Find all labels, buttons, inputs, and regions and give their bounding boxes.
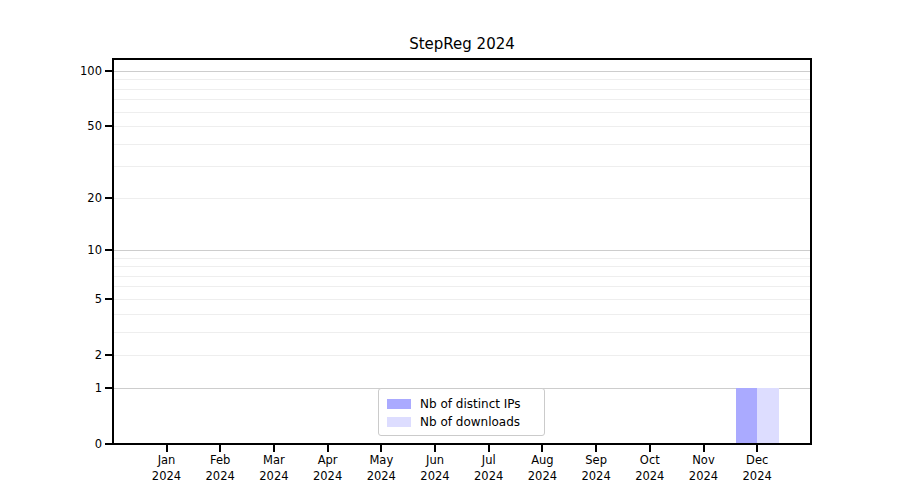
legend-item-downloads: Nb of downloads [387,413,536,430]
x-tick-year: 2024 [727,468,787,484]
x-tick-year: 2024 [405,468,465,484]
legend-swatch-distinct-ips [387,399,411,409]
bar-downloads [757,388,779,443]
x-tick-mark [380,445,382,452]
x-tick-year: 2024 [674,468,734,484]
x-tick-mark [219,445,221,452]
x-tick-label: Oct2024 [620,452,680,484]
x-tick-year: 2024 [298,468,358,484]
y-tick-label: 10 [30,243,102,257]
x-tick-label: Apr2024 [298,452,358,484]
x-tick-label: Jan2024 [137,452,197,484]
y-tick-label: 0 [30,437,102,451]
chart-figure: StepReg 2024 0125102050100 Jan2024Feb202… [0,0,900,500]
x-tick-year: 2024 [512,468,572,484]
legend-label-downloads: Nb of downloads [420,415,520,429]
x-tick-year: 2024 [244,468,304,484]
x-tick-month: Jul [459,452,519,468]
x-tick-label: Jun2024 [405,452,465,484]
x-tick-year: 2024 [190,468,250,484]
bar-distinct-ips [736,388,758,443]
y-tick-label: 5 [30,292,102,306]
x-tick-month: Dec [727,452,787,468]
x-tick-month: Aug [512,452,572,468]
x-tick-month: Jan [137,452,197,468]
x-tick-mark [649,445,651,452]
x-tick-mark [166,445,168,452]
legend-swatch-downloads [387,417,411,427]
x-tick-mark [541,445,543,452]
x-tick-month: Jun [405,452,465,468]
x-tick-month: Oct [620,452,680,468]
y-tick-label: 1 [30,381,102,395]
x-tick-year: 2024 [620,468,680,484]
x-tick-mark [703,445,705,452]
x-tick-year: 2024 [566,468,626,484]
y-tick-label: 20 [30,191,102,205]
x-tick-year: 2024 [459,468,519,484]
x-tick-label: Nov2024 [674,452,734,484]
x-tick-month: Mar [244,452,304,468]
y-tick-label: 100 [30,64,102,78]
x-tick-month: Apr [298,452,358,468]
x-tick-mark [327,445,329,452]
y-tick-label: 50 [30,119,102,133]
x-tick-year: 2024 [137,468,197,484]
x-tick-label: Dec2024 [727,452,787,484]
x-tick-mark [595,445,597,452]
y-tick-label: 2 [30,348,102,362]
x-tick-mark [488,445,490,452]
x-tick-label: May2024 [351,452,411,484]
x-tick-month: Feb [190,452,250,468]
x-tick-label: Sep2024 [566,452,626,484]
legend-label-distinct-ips: Nb of distinct IPs [420,397,521,411]
x-tick-month: May [351,452,411,468]
x-tick-label: Feb2024 [190,452,250,484]
x-tick-mark [756,445,758,452]
x-tick-label: Jul2024 [459,452,519,484]
x-tick-year: 2024 [351,468,411,484]
x-tick-mark [273,445,275,452]
x-tick-month: Nov [674,452,734,468]
bars-layer [114,60,810,443]
x-tick-label: Mar2024 [244,452,304,484]
legend: Nb of distinct IPs Nb of downloads [378,388,545,436]
legend-item-distinct-ips: Nb of distinct IPs [387,395,536,412]
x-tick-label: Aug2024 [512,452,572,484]
x-tick-mark [434,445,436,452]
chart-title: StepReg 2024 [112,35,812,53]
plot-area [112,58,812,445]
x-tick-month: Sep [566,452,626,468]
